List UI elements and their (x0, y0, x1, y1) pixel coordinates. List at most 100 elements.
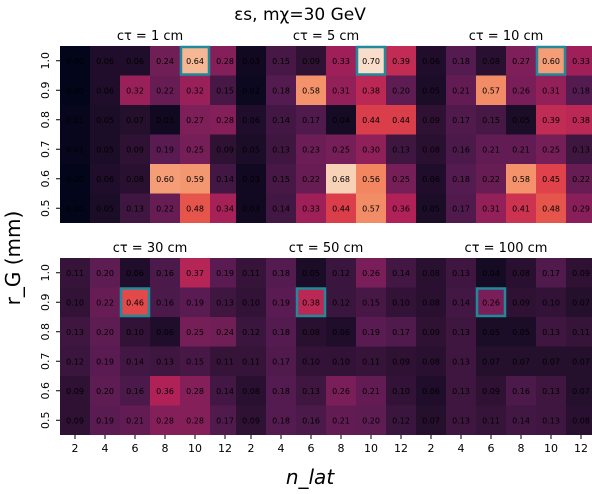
heatmap-cell (210, 75, 240, 105)
heatmap-cell (296, 346, 326, 376)
cell-label: 0.08 (302, 328, 320, 337)
heatmap-cell (266, 376, 296, 406)
cell-label: 0.15 (362, 298, 380, 307)
cell-label: 0.38 (302, 298, 320, 307)
x-tick-label: 10 (364, 442, 378, 455)
cell-label: 0.10 (332, 357, 350, 366)
cell-label: 0.05 (422, 86, 440, 95)
cell-label: 0.05 (96, 116, 114, 125)
cell-label: 0.44 (362, 116, 380, 125)
cell-label: 0.19 (362, 328, 380, 337)
heatmap-cell (476, 105, 506, 135)
heatmap-cell (566, 287, 592, 317)
heatmap-cell (150, 405, 180, 435)
heatmap-cell (326, 376, 356, 406)
cell-label: 0.13 (542, 387, 560, 396)
y-tick-label: 0.8 (39, 323, 52, 341)
cell-label: 0.21 (452, 86, 470, 95)
cell-label: 0.01 (66, 145, 84, 154)
cell-label: 0.28 (186, 387, 204, 396)
y-axis-label: r_G (mm) (1, 211, 25, 306)
x-tick-label: 8 (338, 442, 345, 455)
heatmap-cell (210, 258, 240, 288)
heatmap-cell (416, 287, 446, 317)
cell-label: 0.09 (216, 145, 234, 154)
cell-label: 0.20 (96, 328, 114, 337)
cell-label: 0.11 (572, 328, 590, 337)
x-tick-label: 4 (102, 442, 109, 455)
cell-label: 0.21 (332, 416, 350, 425)
cell-label: 0.13 (572, 145, 590, 154)
cell-label: 0.39 (392, 57, 410, 66)
heatmap-cell (386, 75, 416, 105)
cell-label: 0.19 (156, 145, 174, 154)
cell-label: 0.18 (272, 86, 290, 95)
heatmap-cell (326, 287, 356, 317)
cell-label: 0.09 (512, 298, 530, 307)
cell-label: 0.29 (572, 204, 590, 213)
heatmap-cell (416, 105, 446, 135)
heatmap-cell (476, 376, 506, 406)
heatmap-cell (326, 193, 356, 223)
heatmap-cell (566, 376, 592, 406)
heatmap-cell (356, 287, 386, 317)
cell-label: 0.08 (572, 416, 590, 425)
cell-label: 0.14 (272, 116, 290, 125)
heatmap-cell (266, 346, 296, 376)
cell-label: 0.57 (482, 86, 500, 95)
cell-label: 0.14 (452, 298, 470, 307)
heatmap-cell (296, 164, 326, 194)
heatmap-cell (90, 287, 120, 317)
heatmap-cell (476, 46, 506, 76)
cell-label: 0.00 (66, 204, 84, 213)
cell-label: 0.13 (542, 416, 560, 425)
heatmap-cell (90, 46, 120, 76)
cell-label: 0.38 (362, 86, 380, 95)
cell-label: 0.13 (302, 387, 320, 396)
heatmap-cell (386, 405, 416, 435)
cell-label: 0.10 (242, 298, 260, 307)
cell-label: 0.09 (422, 328, 440, 337)
heatmap-cell (236, 164, 266, 194)
heatmap-cell (506, 75, 536, 105)
cell-label: 0.08 (126, 175, 144, 184)
y-tick-label: 1.0 (39, 264, 52, 282)
cell-label: 0.26 (512, 86, 530, 95)
cell-label: 0.21 (362, 387, 380, 396)
heatmap-cell (210, 46, 240, 76)
cell-label: 0.44 (392, 116, 410, 125)
heatmap-cell (236, 317, 266, 347)
heatmap-cell (446, 193, 476, 223)
cell-label: 0.32 (186, 86, 204, 95)
heatmap-cell (60, 317, 90, 347)
heatmap-cell (90, 346, 120, 376)
heatmap-cell (60, 287, 90, 317)
heatmap-cell (566, 258, 592, 288)
heatmap-cell (266, 46, 296, 76)
heatmap-cell (566, 317, 592, 347)
cell-label: 0.33 (302, 204, 320, 213)
cell-label: 0.09 (572, 269, 590, 278)
heatmap-cell (476, 75, 506, 105)
cell-label: 0.05 (422, 204, 440, 213)
cell-label: 0.13 (452, 387, 470, 396)
cell-label: 0.45 (542, 175, 560, 184)
heatmap-cell (90, 134, 120, 164)
cell-label: 0.22 (156, 204, 174, 213)
cell-label: 0.41 (512, 204, 530, 213)
x-tick-label: 2 (428, 442, 435, 455)
heatmap-panel: cτ = 100 cm 0.08 0.13 0.04 0.08 0.17 0.09 0.08 0… (416, 241, 592, 455)
heatmap-cell (506, 287, 536, 317)
cell-label: 0.46 (126, 298, 144, 307)
cell-label: 0.13 (392, 145, 410, 154)
cell-label: 0.09 (66, 416, 84, 425)
heatmap-cell (506, 346, 536, 376)
cell-label: 0.31 (482, 204, 500, 213)
heatmap-cell (210, 105, 240, 135)
cell-label: 0.26 (362, 269, 380, 278)
heatmap-cell (150, 376, 180, 406)
heatmap-cell (90, 164, 120, 194)
heatmap-panel: cτ = 5 cm 0.03 0.15 0.09 0.33 0.70 0.39 0.02 0.1… (236, 29, 416, 223)
cell-label: 0.22 (482, 175, 500, 184)
heatmap-cell (416, 405, 446, 435)
